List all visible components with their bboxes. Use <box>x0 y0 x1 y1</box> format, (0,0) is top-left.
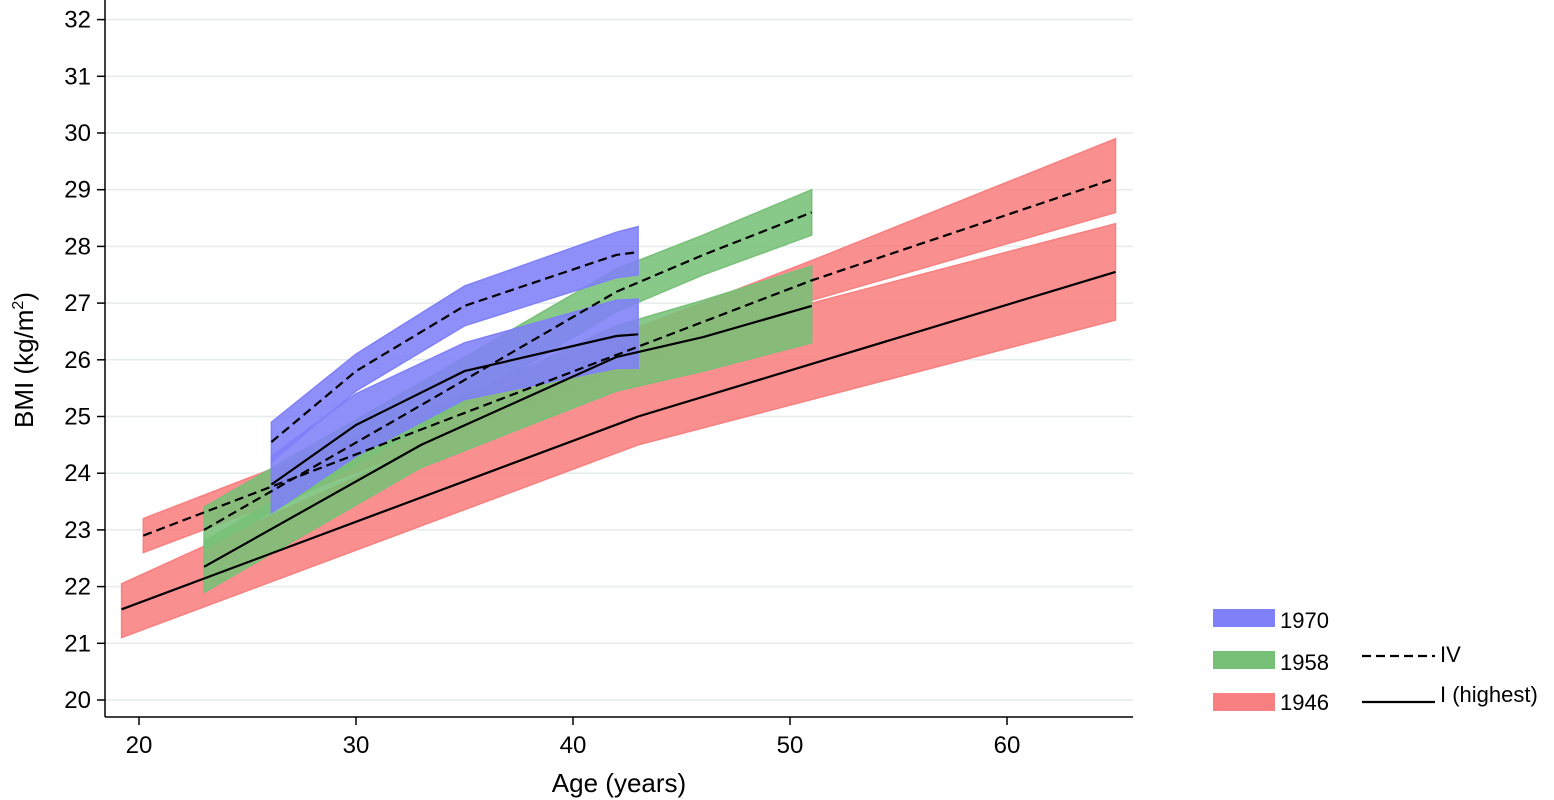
y-tick-label-27: 27 <box>64 290 91 317</box>
x-tick-label-20: 20 <box>126 732 153 759</box>
legend-label-iv: IV <box>1440 642 1461 667</box>
x-tick-label-40: 40 <box>560 732 587 759</box>
line-1958-i-highest <box>203 304 813 568</box>
ticks: 20 21 22 23 24 25 26 27 28 29 30 31 32 20 30 40 50 60 <box>64 7 1020 759</box>
y-tick-label-22: 22 <box>64 574 91 601</box>
line-1958-iv <box>203 211 813 531</box>
confidence-bands <box>120 137 1117 639</box>
y-tick-label-32: 32 <box>64 7 91 34</box>
legend: 1970 1958 1946 IV I (highest) <box>1213 608 1538 715</box>
y-tick-label-21: 21 <box>64 630 91 657</box>
legend-label-1970: 1970 <box>1280 608 1329 633</box>
y-tick-label-26: 26 <box>64 347 91 374</box>
y-axis-title-close: ) <box>9 292 39 301</box>
y-tick-label-31: 31 <box>64 63 91 90</box>
legend-swatch-1958 <box>1213 651 1275 669</box>
y-axis-title-superscript: 2 <box>10 301 27 310</box>
line-1946-i-highest <box>121 270 1116 611</box>
y-tick-label-25: 25 <box>64 404 91 431</box>
x-axis-title: Age (years) <box>552 768 686 798</box>
legend-swatch-1946 <box>1213 693 1275 711</box>
line-1970-i-highest <box>270 333 639 486</box>
y-tick-label-28: 28 <box>64 233 91 260</box>
y-tick-label-24: 24 <box>64 460 91 487</box>
x-tick-label-50: 50 <box>777 732 804 759</box>
legend-label-i-highest: I (highest) <box>1440 682 1538 707</box>
line-1946-iv <box>142 177 1116 537</box>
y-tick-label-23: 23 <box>64 517 91 544</box>
legend-label-1958: 1958 <box>1280 650 1329 675</box>
y-tick-label-20: 20 <box>64 687 91 714</box>
legend-label-1946: 1946 <box>1280 690 1329 715</box>
axes <box>104 0 1133 718</box>
x-tick-label-60: 60 <box>994 732 1021 759</box>
line-1970-iv <box>270 251 639 443</box>
y-axis-title: BMI (kg/m2) <box>9 292 39 428</box>
y-tick-label-30: 30 <box>64 120 91 147</box>
trend-lines <box>121 177 1116 611</box>
legend-swatch-1970 <box>1213 609 1275 627</box>
y-axis-title-main: BMI (kg/m <box>9 310 39 428</box>
y-tick-label-29: 29 <box>64 177 91 204</box>
x-tick-label-30: 30 <box>343 732 370 759</box>
